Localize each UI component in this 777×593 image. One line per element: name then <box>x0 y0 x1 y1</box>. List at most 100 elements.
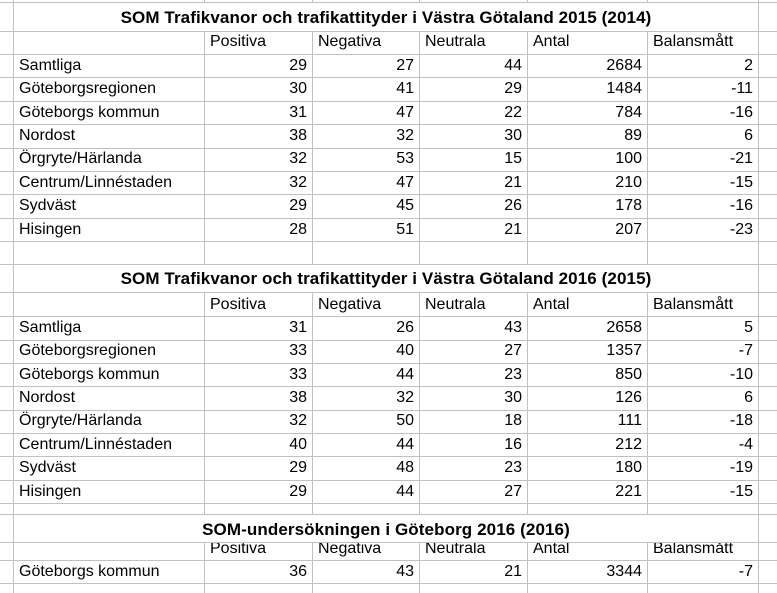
data-cell[interactable]: 41 <box>313 78 420 101</box>
empty-cell[interactable] <box>313 504 420 515</box>
column-header-5[interactable]: Balansmått <box>648 293 759 317</box>
data-cell[interactable]: 2658 <box>528 317 648 340</box>
data-cell[interactable]: 38 <box>205 125 313 148</box>
column-header-3[interactable]: Neutrala <box>420 543 528 561</box>
row-label[interactable]: Samtliga <box>14 317 205 340</box>
data-cell[interactable]: -15 <box>648 171 759 195</box>
data-cell[interactable]: 850 <box>528 363 648 387</box>
data-cell[interactable]: 36 <box>205 561 313 584</box>
empty-cell[interactable] <box>759 411 777 433</box>
column-header-5[interactable]: Balansmått <box>648 32 759 54</box>
empty-cell[interactable] <box>759 125 777 147</box>
data-cell[interactable]: 32 <box>205 410 313 434</box>
empty-cell[interactable] <box>14 543 205 561</box>
data-cell[interactable]: 207 <box>528 218 648 242</box>
data-cell[interactable]: 29 <box>205 195 313 218</box>
data-cell[interactable]: 32 <box>313 387 420 410</box>
data-cell[interactable]: 50 <box>313 410 420 434</box>
column-header-4[interactable]: Antal <box>528 543 648 561</box>
empty-cell[interactable] <box>759 515 777 542</box>
row-label[interactable]: Örgryte/Härlanda <box>14 148 205 171</box>
data-cell[interactable]: 30 <box>420 387 528 410</box>
row-label[interactable]: Göteborgs kommun <box>14 101 205 125</box>
data-cell[interactable]: 221 <box>528 480 648 504</box>
data-cell[interactable]: 30 <box>205 78 313 101</box>
empty-cell[interactable] <box>759 78 777 100</box>
empty-cell[interactable] <box>0 515 14 543</box>
empty-cell[interactable] <box>759 434 777 456</box>
data-cell[interactable]: -16 <box>648 195 759 218</box>
data-cell[interactable]: 29 <box>205 457 313 480</box>
empty-cell[interactable] <box>0 242 14 265</box>
empty-cell[interactable] <box>759 481 777 503</box>
empty-cell[interactable] <box>0 317 14 340</box>
data-cell[interactable]: 51 <box>313 218 420 242</box>
empty-cell[interactable] <box>528 504 648 515</box>
empty-cell[interactable] <box>759 195 777 217</box>
empty-cell[interactable] <box>0 434 14 457</box>
row-label[interactable]: Nordost <box>14 125 205 148</box>
data-cell[interactable]: 29 <box>205 480 313 504</box>
data-cell[interactable]: 16 <box>420 434 528 457</box>
empty-cell[interactable] <box>759 341 777 363</box>
data-cell[interactable]: -18 <box>648 410 759 434</box>
data-cell[interactable]: 27 <box>313 55 420 78</box>
empty-cell[interactable] <box>313 242 420 265</box>
column-header-1[interactable]: Positiva <box>205 32 313 54</box>
data-cell[interactable]: 44 <box>313 363 420 387</box>
empty-cell[interactable] <box>0 101 14 125</box>
empty-cell[interactable] <box>648 242 759 265</box>
data-cell[interactable]: 2684 <box>528 55 648 78</box>
empty-cell[interactable] <box>14 293 205 317</box>
row-label[interactable]: Göteborgs kommun <box>14 561 205 584</box>
data-cell[interactable]: -10 <box>648 363 759 387</box>
data-cell[interactable]: -4 <box>648 434 759 457</box>
empty-cell[interactable] <box>14 504 205 515</box>
data-cell[interactable]: 38 <box>205 387 313 410</box>
data-cell[interactable]: 29 <box>420 78 528 101</box>
empty-cell[interactable] <box>759 457 777 479</box>
empty-cell[interactable] <box>0 561 14 584</box>
empty-cell[interactable] <box>759 364 777 386</box>
empty-cell[interactable] <box>759 543 777 560</box>
data-cell[interactable]: 28 <box>205 218 313 242</box>
column-header-5[interactable]: Balansmått <box>648 543 759 561</box>
table-title[interactable]: SOM Trafikvanor och trafikattityder i Vä… <box>14 265 759 293</box>
data-cell[interactable]: 47 <box>313 101 420 125</box>
row-label[interactable]: Örgryte/Härlanda <box>14 410 205 434</box>
data-cell[interactable]: 126 <box>528 387 648 410</box>
data-cell[interactable]: -19 <box>648 457 759 480</box>
data-cell[interactable]: 180 <box>528 457 648 480</box>
column-header-2[interactable]: Negativa <box>313 32 420 54</box>
data-cell[interactable]: 18 <box>420 410 528 434</box>
data-cell[interactable]: -7 <box>648 340 759 363</box>
data-cell[interactable]: 31 <box>205 101 313 125</box>
data-cell[interactable]: 47 <box>313 171 420 195</box>
data-cell[interactable]: 32 <box>205 171 313 195</box>
empty-cell[interactable] <box>0 543 14 561</box>
empty-cell[interactable] <box>205 504 313 515</box>
data-cell[interactable]: 212 <box>528 434 648 457</box>
empty-cell[interactable] <box>0 55 14 78</box>
row-label[interactable]: Göteborgs kommun <box>14 363 205 387</box>
data-cell[interactable]: 32 <box>313 125 420 148</box>
data-cell[interactable]: 1357 <box>528 340 648 363</box>
table-title[interactable]: SOM Trafikvanor och trafikattityder i Vä… <box>14 3 759 31</box>
empty-cell[interactable] <box>759 102 777 124</box>
empty-cell[interactable] <box>0 410 14 434</box>
row-label[interactable]: Nordost <box>14 387 205 410</box>
data-cell[interactable]: 21 <box>420 218 528 242</box>
empty-cell[interactable] <box>0 480 14 504</box>
empty-cell[interactable] <box>0 457 14 480</box>
column-header-1[interactable]: Positiva <box>205 543 313 561</box>
empty-cell[interactable] <box>759 149 777 171</box>
data-cell[interactable]: 1484 <box>528 78 648 101</box>
data-cell[interactable]: -21 <box>648 148 759 171</box>
empty-cell[interactable] <box>759 265 777 292</box>
data-cell[interactable]: 784 <box>528 101 648 125</box>
data-cell[interactable]: 45 <box>313 195 420 218</box>
row-label[interactable]: Hisingen <box>14 218 205 242</box>
data-cell[interactable]: -16 <box>648 101 759 125</box>
empty-cell[interactable] <box>0 3 14 31</box>
row-label[interactable]: Samtliga <box>14 55 205 78</box>
